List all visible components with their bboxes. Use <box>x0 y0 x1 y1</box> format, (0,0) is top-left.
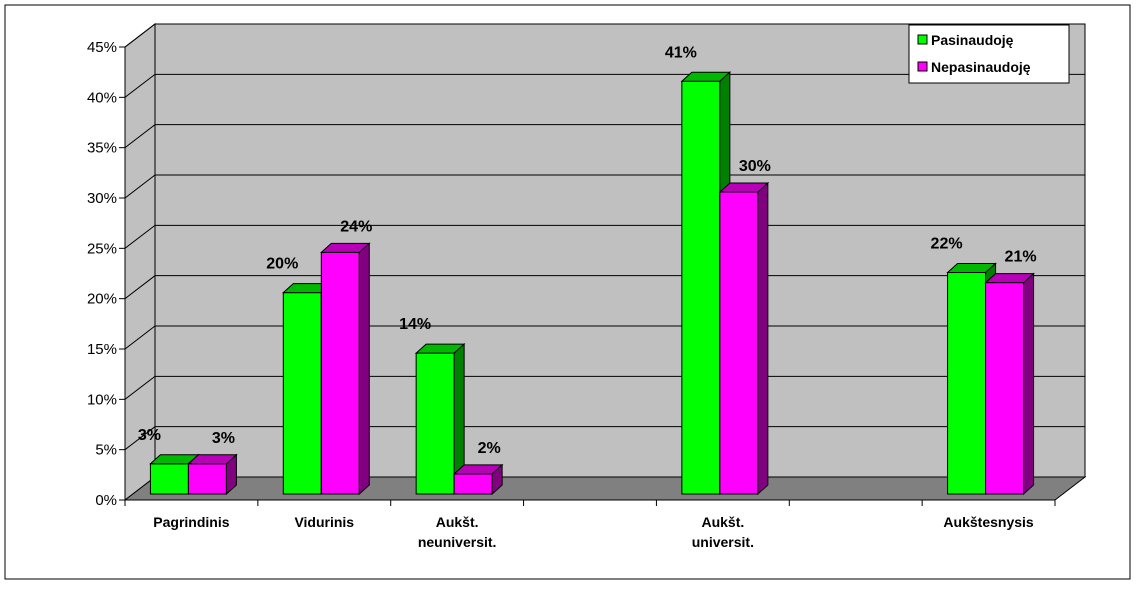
y-tick-label: 15% <box>87 341 117 358</box>
y-tick-label: 35% <box>87 140 117 157</box>
data-label: 20% <box>266 256 298 273</box>
bar-front <box>719 191 759 495</box>
data-label: 30% <box>739 158 771 175</box>
legend-swatch <box>917 34 928 45</box>
legend: Pasinaudoję Nepasinaudoję <box>908 24 1070 84</box>
x-tick-label: neuniversit. <box>418 534 497 550</box>
bar-front <box>187 463 227 495</box>
bar-front <box>415 352 455 495</box>
bar-0 <box>414 342 466 496</box>
y-tick-label: 5% <box>95 442 117 459</box>
data-label: 3% <box>138 427 161 444</box>
bar-side <box>225 453 237 496</box>
y-tick-label: 30% <box>87 190 117 207</box>
x-tick-label: Aukšt. <box>701 514 744 530</box>
data-label: 22% <box>931 236 963 253</box>
x-tick-label: Vidurinis <box>294 514 354 530</box>
bar-front <box>320 251 360 495</box>
y-tick-label: 45% <box>87 39 117 56</box>
bar-front <box>681 80 721 495</box>
y-tick-label: 10% <box>87 391 117 408</box>
bar-1 <box>319 242 371 496</box>
bar-side <box>1023 272 1035 496</box>
bar-1 <box>984 272 1035 496</box>
plot-floor <box>123 476 1087 501</box>
bar-front <box>947 272 987 495</box>
gridline <box>124 23 1085 48</box>
gridline <box>124 73 1085 98</box>
gridline <box>124 174 1085 199</box>
x-tick-label: universit. <box>692 534 754 550</box>
bar-front <box>453 473 493 495</box>
legend-box <box>908 24 1070 84</box>
legend-label: Pasinaudoję <box>931 32 1014 48</box>
x-tick-label: Pagrindinis <box>153 514 229 530</box>
y-axis: 0% 5% 10% 15% 20% 25% 30% 35% 40% 45% <box>87 39 126 509</box>
x-axis: Pagrindinis Vidurinis Aukšt. neuniversit. Au… <box>124 499 1056 550</box>
bar-1 <box>718 181 770 496</box>
y-tick-label: 25% <box>87 240 117 257</box>
data-labels: 3% 3% 20% 24% 14% 2% 41% 30% 22% 21% <box>138 44 1037 457</box>
y-tick-label: 0% <box>95 492 117 509</box>
gridline <box>124 375 1085 400</box>
bar-side <box>358 242 370 496</box>
gridline <box>124 124 1085 149</box>
bar-front <box>985 282 1025 495</box>
bars <box>149 71 1035 496</box>
y-tick-label: 20% <box>87 291 117 308</box>
y-tick-label: 40% <box>87 89 117 106</box>
x-tick-label: Aukšt. <box>436 514 479 530</box>
bar-side <box>491 463 503 496</box>
gridline <box>124 275 1085 300</box>
x-tick-label: Aukštesnysis <box>943 514 1033 530</box>
data-label: 3% <box>212 430 235 447</box>
data-label: 24% <box>340 218 372 235</box>
bar-front <box>149 463 189 495</box>
data-label: 2% <box>478 440 501 457</box>
gridline <box>124 325 1085 350</box>
bar-side <box>757 181 769 496</box>
gridline <box>124 426 1085 451</box>
data-label: 41% <box>665 44 697 61</box>
bar-1 <box>187 453 238 496</box>
legend-label: Nepasinaudoję <box>931 59 1031 75</box>
bar-1 <box>452 463 504 496</box>
bar-front <box>282 292 322 495</box>
legend-swatch <box>917 61 928 72</box>
data-label: 21% <box>1005 249 1037 266</box>
gridline <box>124 224 1085 249</box>
gridlines <box>124 23 1085 451</box>
data-label: 14% <box>399 316 431 333</box>
